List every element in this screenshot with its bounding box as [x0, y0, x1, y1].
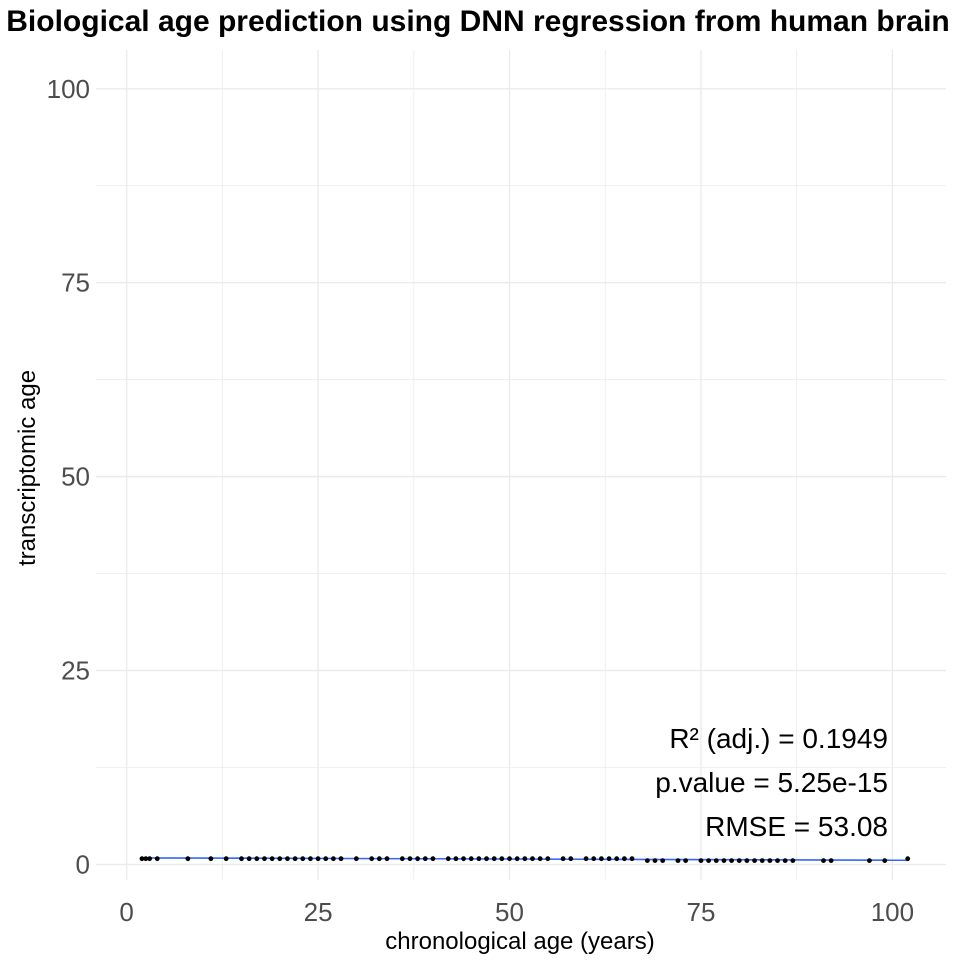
data-point	[143, 856, 149, 862]
y-tick-label: 0	[76, 849, 90, 879]
data-point	[752, 858, 757, 864]
data-point	[706, 858, 712, 864]
y-axis-title: transcriptomic age	[14, 370, 41, 566]
data-point	[713, 858, 719, 864]
data-point	[583, 856, 589, 862]
data-point	[721, 858, 727, 864]
data-point	[453, 856, 459, 862]
data-point	[507, 856, 512, 862]
data-points	[139, 856, 911, 864]
data-point	[545, 856, 551, 862]
data-point	[308, 856, 313, 862]
data-point	[767, 858, 773, 864]
x-tick-label: 0	[119, 897, 133, 927]
data-point	[338, 856, 344, 862]
y-tick-label: 25	[61, 656, 90, 686]
data-point	[353, 856, 359, 862]
y-tick-label: 50	[61, 462, 90, 492]
data-point	[185, 856, 191, 862]
data-point	[675, 858, 681, 864]
data-point	[376, 856, 382, 862]
stats-annotation-line: RMSE = 53.08	[705, 811, 888, 842]
data-point	[828, 858, 834, 864]
data-point	[683, 858, 689, 864]
data-point	[591, 856, 597, 862]
data-point	[644, 858, 650, 864]
minor-gridlines	[96, 50, 946, 880]
data-point	[867, 858, 872, 864]
data-point	[315, 856, 321, 862]
x-axis-title: chronological age (years)	[385, 928, 654, 955]
data-point	[522, 856, 528, 862]
data-point	[246, 856, 252, 862]
major-gridlines	[96, 50, 946, 880]
data-point	[223, 856, 229, 862]
stats-annotation: R² (adj.) = 0.1949 p.value = 5.25e-15 RMSE…	[655, 723, 888, 842]
data-point	[698, 858, 704, 864]
data-point	[905, 856, 911, 862]
data-point	[300, 856, 306, 862]
data-point	[759, 858, 765, 864]
data-point	[208, 856, 214, 862]
data-point	[330, 856, 336, 862]
data-point	[147, 856, 153, 862]
y-tick-label: 100	[47, 74, 90, 104]
data-point	[560, 856, 566, 862]
data-point	[537, 856, 543, 862]
data-point	[292, 856, 298, 862]
data-point	[499, 856, 505, 862]
data-point	[790, 858, 796, 864]
data-point	[775, 858, 780, 864]
data-point	[729, 858, 734, 864]
data-point	[476, 856, 482, 862]
data-point	[821, 858, 826, 864]
y-axis-tick-labels: 0 25 50 75 100	[47, 74, 90, 880]
data-point	[430, 856, 436, 862]
data-point	[239, 856, 244, 862]
x-tick-label: 75	[686, 897, 715, 927]
data-point	[384, 856, 390, 862]
data-point	[369, 856, 375, 862]
data-point	[154, 856, 160, 862]
chart-title: Biological age prediction using DNN regr…	[6, 5, 949, 38]
data-point	[629, 856, 635, 862]
data-point	[736, 858, 742, 864]
data-point	[606, 856, 612, 862]
data-point	[660, 858, 666, 864]
data-point	[285, 856, 290, 862]
data-point	[782, 858, 788, 864]
data-point	[568, 856, 574, 862]
stats-annotation-line: R² (adj.) = 0.1949	[669, 723, 888, 754]
data-point	[882, 858, 888, 864]
data-point	[530, 856, 535, 862]
data-point	[621, 856, 627, 862]
y-tick-label: 75	[61, 268, 90, 298]
data-point	[254, 856, 260, 862]
data-point	[415, 856, 421, 862]
data-point	[614, 856, 620, 862]
x-axis-tick-labels: 0 25 50 75 100	[119, 897, 914, 927]
x-tick-label: 50	[495, 897, 524, 927]
data-point	[514, 856, 520, 862]
data-point	[277, 856, 283, 862]
data-point	[139, 856, 145, 862]
data-point	[323, 856, 329, 862]
x-tick-label: 100	[871, 897, 914, 927]
data-point	[407, 856, 413, 862]
data-point	[269, 856, 275, 862]
data-point	[422, 856, 428, 862]
data-point	[468, 856, 474, 862]
data-point	[744, 858, 750, 864]
data-point	[599, 856, 604, 862]
data-point	[484, 856, 489, 862]
data-point	[652, 858, 658, 864]
data-point	[262, 856, 267, 862]
data-point	[461, 856, 466, 862]
data-point	[399, 856, 405, 862]
data-point	[491, 856, 497, 862]
x-tick-label: 25	[304, 897, 333, 927]
stats-annotation-line: p.value = 5.25e-15	[655, 767, 888, 798]
data-point	[445, 856, 451, 862]
